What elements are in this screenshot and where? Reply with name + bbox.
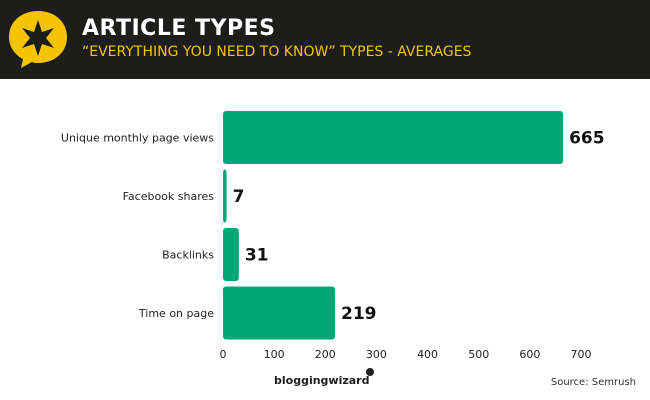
x-tick-label-1: 100 (264, 348, 285, 361)
speech-bubble-star-icon (9, 11, 67, 68)
category-label-3: Time on page (138, 307, 214, 320)
x-tick-label-6: 600 (519, 348, 540, 361)
bar-chart: Unique monthly page views 665 Facebook sha… (61, 111, 605, 361)
brand-logo-text: bloggingwizard (274, 374, 370, 387)
value-label-3: 219 (341, 304, 377, 324)
category-label-1: Facebook shares (123, 190, 215, 203)
x-tick-label-7: 700 (571, 348, 592, 361)
value-label-2: 31 (245, 246, 269, 266)
x-tick-label-0: 0 (220, 348, 227, 361)
bar-3 (223, 286, 336, 340)
x-tick-label-5: 500 (468, 348, 489, 361)
chart-area: Unique monthly page views 665 Facebook sha… (0, 79, 650, 400)
value-label-0: 665 (569, 129, 605, 149)
x-tick-label-2: 200 (315, 348, 336, 361)
source-note: Source: Semrush (550, 377, 636, 388)
brand-logo-mark (366, 368, 374, 376)
bar-2 (223, 228, 239, 281)
value-label-1: 7 (233, 187, 245, 207)
x-tick-label-4: 400 (417, 348, 438, 361)
category-label-0: Unique monthly page views (61, 132, 214, 145)
chart-header: ARTICLE TYPES “EVERYTHING YOU NEED TO KN… (0, 0, 650, 79)
chart-title: ARTICLE TYPES (82, 16, 276, 41)
bar-1 (223, 169, 227, 223)
x-tick-label-3: 300 (366, 348, 387, 361)
category-label-2: Backlinks (162, 249, 214, 262)
bar-0 (223, 111, 564, 164)
chart-subtitle: “EVERYTHING YOU NEED TO KNOW” TYPES - AV… (82, 44, 472, 60)
